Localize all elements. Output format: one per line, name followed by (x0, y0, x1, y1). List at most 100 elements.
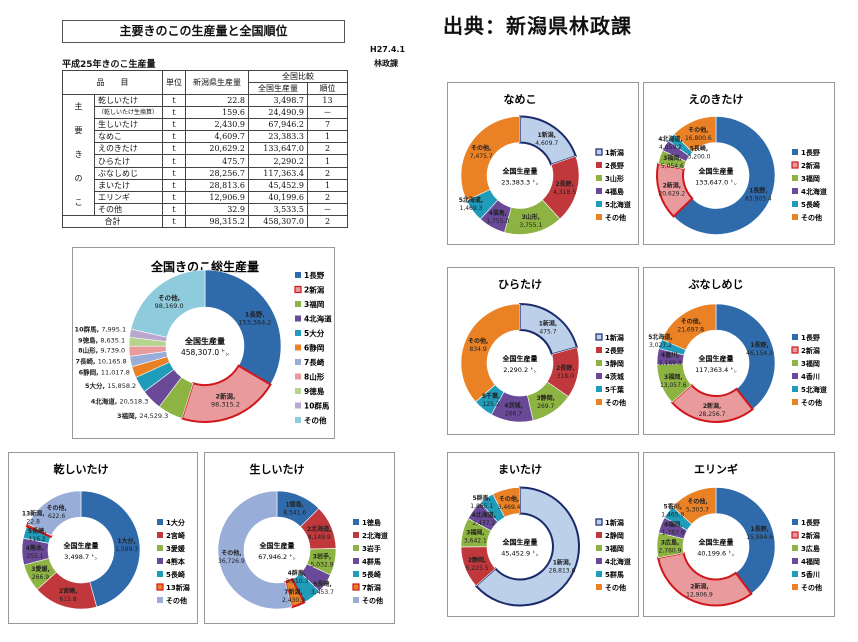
legend-item: 1新潟 (605, 333, 624, 342)
legend-item: 7新潟 (362, 583, 381, 592)
slice-value: 9,739.0 (100, 347, 125, 355)
slice-label: 6静岡, 11,017.8 (79, 368, 130, 377)
slice-その他 (492, 487, 521, 518)
legend-item: 4群馬 (362, 557, 381, 566)
center-label: 全国生産量 (502, 167, 538, 176)
unit: t (162, 215, 186, 228)
legend-swatch (596, 373, 602, 379)
slice-label: 4福岡, 1,767.6 (662, 521, 685, 537)
item-name: 生しいたけ (94, 118, 163, 132)
slice-label: 3山形, 3,755.1 (519, 213, 542, 229)
slice-value: 1,767.6 (662, 530, 685, 537)
rank: 1 (307, 154, 348, 168)
center-value: 458,307.0 ㌧ (181, 348, 230, 357)
legend-swatch (157, 545, 163, 551)
group-char: こ (74, 198, 83, 207)
table-row: えのきたけ t 20,629.2 133,647.0 2 (63, 142, 348, 156)
niigata-value: 28,813.6 (185, 178, 249, 192)
legend-item: 4福島 (605, 187, 624, 196)
center-label: 全国生産量 (698, 538, 734, 547)
slice-label: 4北海道, 2,437.2 (472, 511, 496, 527)
slice-value: 1,865.1 (470, 503, 493, 510)
slice-label-name: 7長崎, (75, 356, 97, 365)
legend-swatch (596, 214, 602, 220)
slice-label: その他, 21,697.8 (677, 318, 704, 334)
legend-item: 4熊本 (166, 557, 185, 566)
national-value: 3,533.5 (248, 202, 308, 217)
legend-item: 2新潟 (801, 531, 820, 540)
chart-title: 生しいたけ (250, 462, 305, 476)
slice-label: 1長野, 46,154.3 (746, 341, 773, 357)
center-value: 23,383.3 ㌧ (501, 179, 539, 187)
chart-title: なめこ (504, 93, 537, 106)
chart-title: まいたけ (498, 463, 542, 476)
legend-item: 1新潟 (605, 518, 624, 527)
header-compare: 全国比較 (248, 70, 348, 83)
center-value: 2,290.2 ㌧ (503, 366, 537, 374)
slice-label-name: 3広島, (661, 539, 679, 547)
center-label: 全国生産量 (63, 541, 99, 550)
slice-label: 2新潟, 20,629.2 (658, 181, 685, 197)
legend-item: 1長野 (801, 518, 820, 527)
legend-item: 1徳島 (362, 518, 381, 527)
slice-label: 5長崎, 116.2 (28, 527, 46, 543)
legend-item: その他 (605, 583, 626, 592)
group-char: の (74, 174, 83, 183)
legend-item: その他 (801, 213, 822, 222)
slice-value: 8,541.6 (283, 510, 306, 517)
slice-1長野 (204, 269, 282, 385)
slice-value: 5,225.5 (466, 565, 489, 572)
slice-label-name: 13新潟, (22, 510, 45, 518)
chart-nameko: なめこ 1新潟 2長野 3山形 4福島 5北海道 その他 全国生産量 23,383.3 ㌧ 1新潟… (447, 82, 639, 245)
slice-label: 8山形, 9,739.0 (78, 346, 125, 355)
legend-item: 9徳島 (304, 386, 325, 396)
chart-eringi: エリンギ 1長野 2新潟 3広島 4福岡 5香川 その他 全国生産量 40,199.6 ㌧ 1長野… (643, 452, 835, 617)
slice-label: 2新潟, 12,906.9 (686, 582, 713, 598)
unit: t (162, 190, 186, 204)
slice-value: 36,726.9 (218, 558, 245, 565)
unit: t (162, 93, 186, 108)
center-value: 67,946.2 ㌧ (258, 553, 296, 561)
slice-label-name: 1新潟, (553, 558, 571, 566)
legend-item: 4北海道 (801, 187, 827, 196)
slice-label-name: 2長野, (556, 364, 574, 372)
legend-swatch (792, 571, 798, 577)
national-total: 458,307.0 (248, 215, 308, 228)
slice-label: 5北海道, 1,469.3 (459, 196, 483, 212)
slice-label: 4香川, 5,169.8 (659, 351, 682, 367)
slice-value: 266.7 (505, 411, 522, 418)
slice-value: 12,906.9 (686, 591, 713, 598)
slice-label: 2長野, 4,318.5 (553, 180, 576, 196)
legend-item: 5長崎 (166, 570, 185, 579)
slice-label-name: 3福岡, (466, 528, 484, 536)
slice-label: 7長崎, 10,165.8 (75, 356, 126, 365)
slice-label: 1大分, 1,599.3 (115, 537, 138, 553)
rank: 7 (307, 118, 348, 132)
slice-1大分 (80, 490, 141, 608)
slice-label: 9徳島, 8,635.1 (78, 336, 125, 345)
legend-swatch (596, 162, 602, 168)
slice-label-name: 1長野, (750, 525, 768, 533)
chart-nama: 生しいたけ 1徳島 2北海道 3岩手 4群馬 5長崎 7新潟 その他 全国生産量 67,946.2… (204, 452, 395, 624)
slice-label-name: 4北海道, (472, 511, 496, 519)
slice-label: 5千葉, 125.2 (482, 392, 500, 408)
slices (128, 269, 282, 423)
slice-label-name: 3山形, (522, 213, 540, 221)
slice-label-name: その他, (471, 144, 491, 152)
group-char: 要 (74, 126, 83, 135)
slice-label-name: 3静岡, (537, 394, 555, 402)
slice-label-name: 9徳島, (78, 336, 100, 345)
legend-swatch (157, 532, 163, 538)
slice-label-name: 5長崎, (313, 580, 331, 588)
table-row: まいたけ t 28,813.6 45,452.9 1 (63, 178, 348, 192)
slices (656, 303, 776, 423)
legend-item: 3静岡 (605, 359, 624, 368)
slice-label-name: 3岩手, (313, 552, 331, 560)
header-national: 全国生産量 (248, 82, 308, 95)
center-label: 全国生産量 (698, 167, 734, 176)
national-value: 133,647.0 (248, 142, 308, 156)
slice-label-name: 5長崎, (28, 527, 46, 535)
slice-label-name: 4北海道, (658, 135, 682, 143)
slice-label: 5長崎, 3,200.0 (688, 145, 711, 161)
legend-swatch (792, 175, 798, 181)
